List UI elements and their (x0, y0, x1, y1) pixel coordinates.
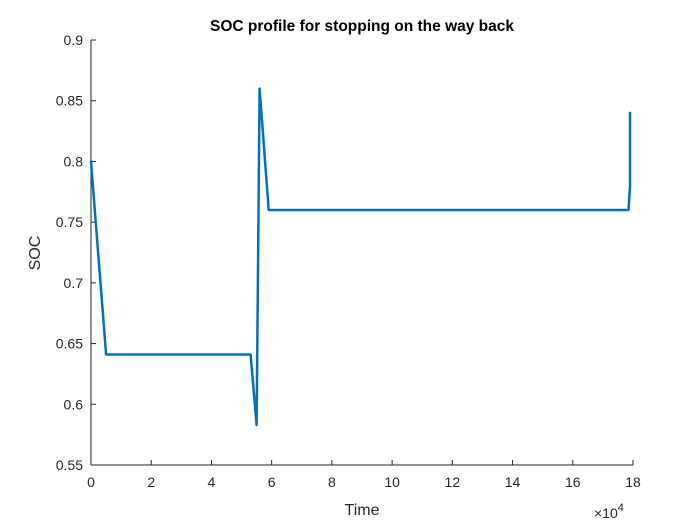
y-ticks: 0.55 0.6 0.65 0.7 0.75 0.8 0.85 0.9 (56, 32, 96, 473)
x-tick-label: 4 (208, 474, 216, 490)
x-tick-label: 8 (328, 474, 336, 490)
x-tick-label: 6 (268, 474, 276, 490)
y-tick-label: 0.7 (64, 275, 84, 291)
y-tick-label: 0.65 (56, 336, 83, 352)
y-axis-label: SOC (27, 236, 44, 271)
x-axis-label: Time (345, 502, 380, 519)
chart-title: SOC profile for stopping on the way back (210, 18, 514, 35)
x-tick-label: 10 (384, 474, 400, 490)
x-tick-label: 14 (505, 474, 521, 490)
x-tick-label: 12 (445, 474, 461, 490)
y-tick-label: 0.85 (56, 93, 83, 109)
x-exponent-base: ×10 (594, 505, 618, 521)
y-tick-label: 0.55 (56, 457, 83, 473)
y-tick-label: 0.75 (56, 214, 83, 230)
y-tick-label: 0.9 (64, 32, 84, 48)
plot-area: 0 2 4 6 8 10 12 14 16 18 0.55 0.6 0.65 0.7 0.75 0.8 0.8… (56, 32, 641, 490)
x-tick-label: 18 (625, 474, 641, 490)
x-tick-label: 16 (565, 474, 581, 490)
x-ticks: 0 2 4 6 8 10 12 14 16 18 (87, 460, 641, 490)
soc-series-line (89, 87, 632, 427)
series-group (89, 87, 632, 427)
x-tick-label: 2 (147, 474, 155, 490)
x-tick-label: 0 (87, 474, 95, 490)
x-exponent-power: 4 (618, 502, 624, 514)
x-axis-exponent: ×104 (594, 502, 624, 521)
y-tick-label: 0.8 (64, 153, 84, 169)
y-tick-label: 0.6 (64, 396, 84, 412)
